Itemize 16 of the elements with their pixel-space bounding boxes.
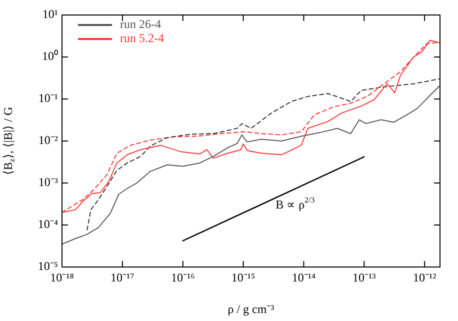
y-tick-label: 10⁻⁴ [38, 217, 58, 232]
y-axis-title: ⟨Bz⟩, ⟨|B|⟩ / G [1, 106, 17, 176]
y-tick-label: 10⁻¹ [38, 91, 58, 106]
y-tick-label: 10⁻² [38, 133, 58, 148]
y-tick-label: 10⁻³ [38, 175, 58, 190]
x-tick-label: 10⁻¹⁷ [110, 270, 134, 284]
legend-label: run 5.2-4 [120, 31, 164, 46]
y-tick-label: 10¹ [42, 7, 58, 22]
x-tick-label: 10⁻¹² [412, 270, 437, 284]
x-tick-label: 10⁻¹⁵ [231, 270, 256, 284]
x-tick-label: 10⁻¹⁶ [170, 270, 195, 284]
x-tick-label: 10⁻¹³ [352, 270, 376, 284]
x-axis-title: ρ / g cm⁻³ [228, 302, 275, 316]
y-tick-label: 10⁰ [42, 49, 58, 64]
text: run 26-4 [120, 17, 161, 32]
x-tick-label: 10⁻¹⁴ [292, 270, 316, 284]
